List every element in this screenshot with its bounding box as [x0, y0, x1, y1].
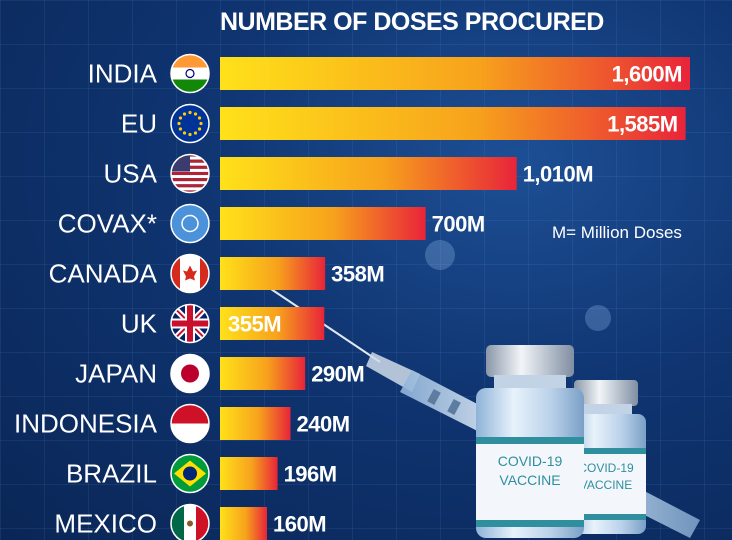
bar — [220, 307, 325, 340]
unit-note: M= Million Doses — [552, 223, 682, 242]
bar — [220, 457, 278, 490]
bar — [220, 407, 291, 440]
category-label: USA — [104, 159, 158, 189]
uk-flag-icon — [170, 303, 210, 344]
usa-flag-icon — [170, 153, 210, 194]
category-label: CANADA — [49, 259, 158, 289]
vial-back-label-line1: COVID-19 — [578, 461, 634, 475]
category-label: UK — [121, 309, 158, 339]
mexico-flag-icon — [170, 503, 210, 540]
value-label: 700M — [432, 212, 485, 237]
value-label: 160M — [273, 512, 326, 537]
category-label: INDIA — [88, 59, 158, 89]
eu-flag-icon — [170, 103, 210, 144]
brazil-flag-icon — [170, 453, 210, 494]
canada-flag-icon — [170, 253, 210, 294]
category-label: BRAZIL — [66, 459, 157, 489]
japan-flag-icon — [170, 353, 210, 394]
value-label: 290M — [311, 362, 364, 387]
un-flag-icon — [170, 203, 210, 244]
category-label: JAPAN — [75, 359, 157, 389]
bar — [220, 157, 517, 190]
bar — [220, 257, 326, 290]
value-label: 1,600M — [612, 62, 682, 87]
value-label: 1,010M — [523, 162, 593, 187]
category-label: COVAX* — [58, 209, 157, 239]
vaccine-vial-front: COVID-19 VACCINE — [476, 345, 584, 538]
value-label: 196M — [284, 462, 337, 487]
vial-front-label-line2: VACCINE — [499, 472, 560, 488]
value-label: 1,585M — [607, 112, 677, 137]
bokeh-light — [425, 240, 455, 270]
value-label: 240M — [297, 412, 350, 437]
indonesia-flag-icon — [170, 403, 210, 444]
bar — [220, 107, 686, 140]
bar — [220, 507, 267, 540]
bokeh-light — [585, 305, 611, 331]
vial-front-label-line1: COVID-19 — [498, 453, 563, 469]
bar — [220, 207, 426, 240]
vial-back-label-line2: VACCINE — [580, 478, 632, 492]
chart-title: NUMBER OF DOSES PROCURED — [220, 8, 604, 36]
value-label: 355M — [228, 312, 281, 337]
bar — [220, 57, 690, 90]
value-label: 358M — [331, 262, 384, 287]
category-label: EU — [121, 109, 157, 139]
india-flag-icon — [170, 53, 210, 94]
category-label: MEXICO — [54, 509, 157, 539]
bar — [220, 357, 306, 390]
category-label: INDONESIA — [14, 409, 158, 439]
